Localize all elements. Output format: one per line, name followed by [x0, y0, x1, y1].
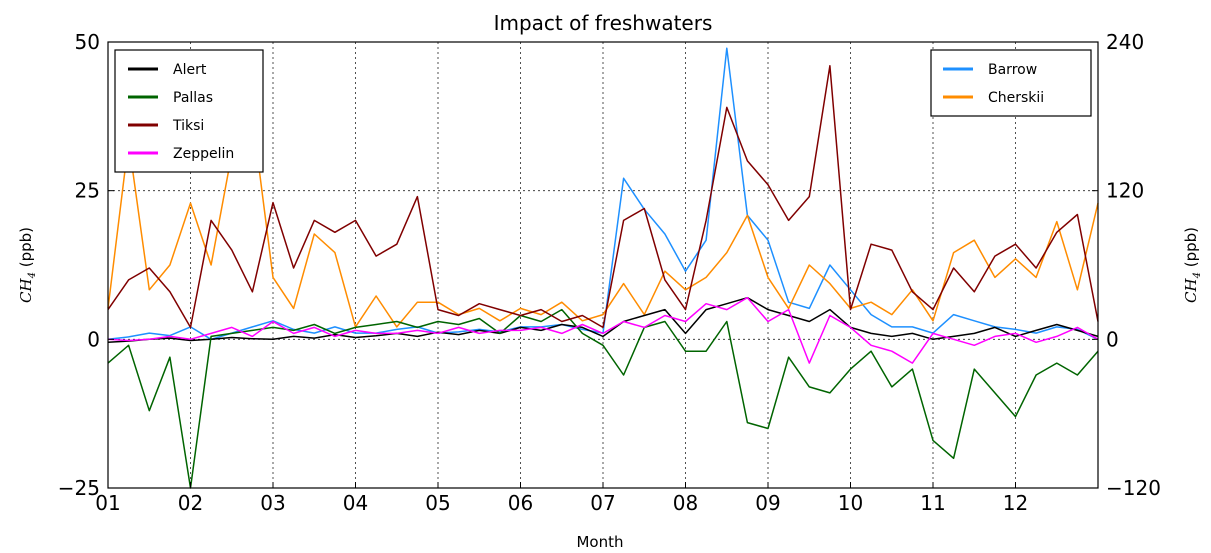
legend-right: Barrow Cherskii	[930, 49, 1092, 117]
x-tick-label: 03	[260, 491, 285, 515]
chart-title: Impact of freshwaters	[494, 11, 713, 35]
legend-label-pallas: Pallas	[173, 90, 213, 106]
y-tick-label-right: 0	[1106, 327, 1119, 351]
series-line-tiksi	[107, 65, 1099, 329]
y-tick-label-left: 25	[75, 179, 100, 203]
y-tick-label-right: 120	[1106, 179, 1144, 203]
x-tick-label: 11	[920, 491, 945, 515]
y-axis-label-right: CH4 (ppb)	[1182, 227, 1203, 303]
y-tick-label-right: 240	[1106, 30, 1144, 54]
x-tick-label: 10	[838, 491, 863, 515]
x-tick-label: 07	[590, 491, 615, 515]
legend-label-tiksi: Tiksi	[172, 118, 204, 134]
y-tick-label-right: −120	[1106, 476, 1161, 500]
x-tick-label: 01	[95, 491, 120, 515]
x-tick-label: 06	[508, 491, 533, 515]
x-tick-label: 12	[1003, 491, 1028, 515]
series-line-pallas	[107, 308, 1099, 489]
series-layer	[107, 47, 1099, 489]
legend-label-cherskii: Cherskii	[988, 90, 1044, 106]
x-tick-label: 04	[343, 491, 368, 515]
y-tick-label-left: 50	[75, 30, 100, 54]
series-line-alert	[107, 296, 1099, 344]
x-tick-label: 02	[178, 491, 203, 515]
y-axis-label-left: CH4 (ppb)	[17, 227, 38, 303]
x-axis-label: Month	[576, 533, 623, 551]
legend-left: Alert Pallas Tiksi Zeppelin	[114, 49, 264, 173]
legend-label-barrow: Barrow	[988, 62, 1037, 78]
series-line-zeppelin	[107, 296, 1099, 364]
legend-label-zeppelin: Zeppelin	[173, 146, 234, 162]
legend-right-box	[930, 49, 1092, 117]
legend-label-alert: Alert	[173, 62, 207, 78]
y-tick-label-left: 0	[87, 327, 100, 351]
x-tick-label: 09	[755, 491, 780, 515]
y-tick-label-left: −25	[58, 476, 100, 500]
x-tick-label: 05	[425, 491, 450, 515]
ticks-layer: 01 02 03 04 05 06 07 08 09 10 11 12 −25 0 25 50 −120 0 120…	[58, 30, 1161, 515]
series-line-cherskii	[107, 115, 1099, 328]
x-tick-label: 08	[673, 491, 698, 515]
